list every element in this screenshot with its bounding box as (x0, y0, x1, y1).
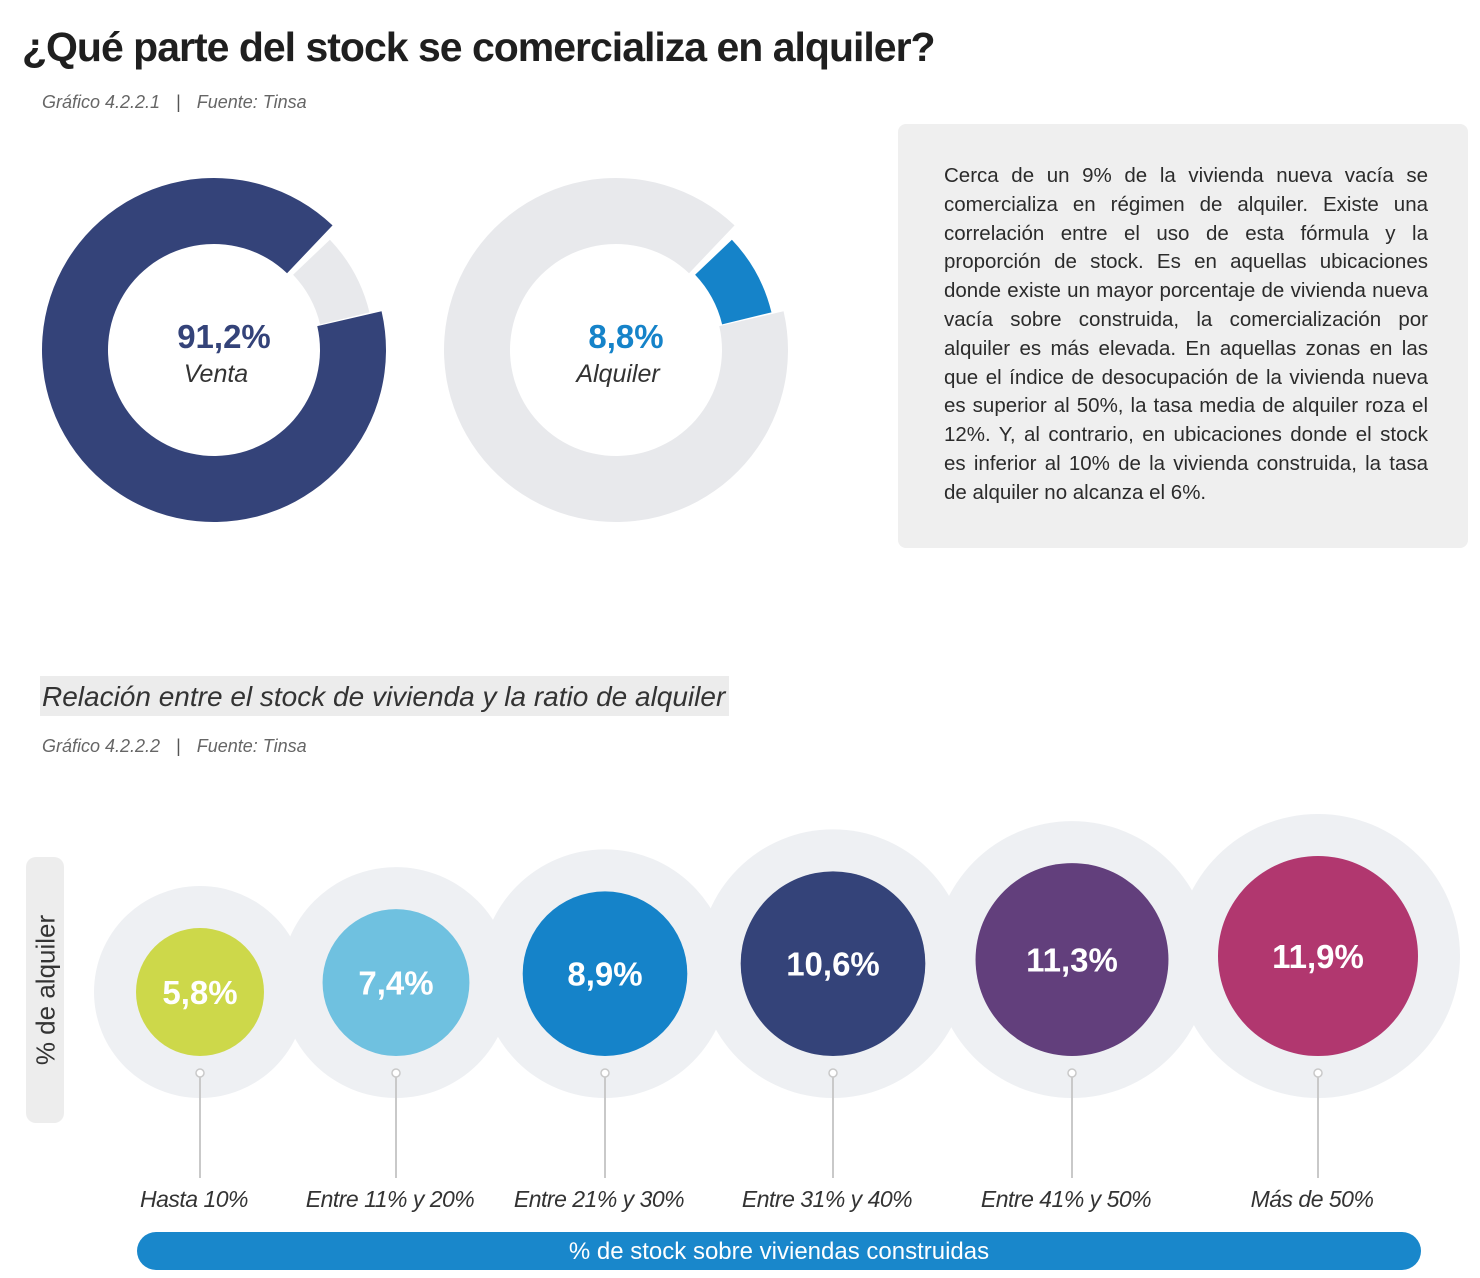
bubble-circle (522, 891, 688, 1056)
bubble-circle (322, 909, 470, 1056)
bubble-5: 11,3% (975, 863, 1169, 1178)
bubble-circle (740, 871, 926, 1056)
chart1-grafico: Gráfico 4.2.2.1 (42, 92, 161, 112)
donut-charts: 91,2% Venta 8,8% Alquiler (41, 177, 788, 522)
category-label: Entre 41% y 50% (980, 1186, 1152, 1212)
bubble-3: 8,9% (522, 891, 688, 1178)
donut-venta: 91,2% Venta (41, 177, 386, 522)
donut-center-value: 8,8% (588, 318, 663, 355)
bubble-6: 11,9% (1218, 856, 1418, 1178)
description-text: Cerca de un 9% de la vivienda nueva vací… (944, 164, 1428, 504)
bubble-chart: 5,8% 7,4% 8,9% 10,6% 11,3% 11,9% (94, 814, 1460, 1178)
meta-separator: | (176, 736, 181, 756)
description-box: Cerca de un 9% de la vivienda nueva vací… (898, 124, 1468, 548)
chart1-fuente: Fuente: Tinsa (196, 92, 307, 112)
bubble-4: 10,6% (740, 871, 926, 1178)
donut-segment-venta (443, 177, 788, 522)
donut-alquiler: 8,8% Alquiler (443, 177, 788, 522)
meta-separator: | (176, 92, 181, 112)
bubble-circle (975, 863, 1169, 1056)
chart1-meta: Gráfico 4.2.2.1 | Fuente: Tinsa (42, 92, 307, 113)
bubble-value: 5,8% (162, 974, 237, 1011)
chart2-subtitle: Relación entre el stock de vivienda y la… (40, 676, 730, 716)
bubble-value: 11,9% (1272, 938, 1364, 975)
bubble-1: 5,8% (136, 928, 264, 1178)
bubble-stem-dot (828, 1068, 838, 1078)
category-label: Entre 21% y 30% (513, 1186, 685, 1212)
bubble-stem-dot (1313, 1068, 1323, 1078)
chart2-fuente: Fuente: Tinsa (196, 736, 307, 756)
bubble-circle (1218, 856, 1418, 1056)
bubble-stem-dot (195, 1068, 205, 1078)
donut-center-value: 91,2% (177, 318, 271, 355)
category-label: Entre 11% y 20% (305, 1186, 475, 1212)
category-label: Más de 50% (1250, 1186, 1374, 1212)
x-axis-label: % de stock sobre viviendas construidas (137, 1232, 1421, 1270)
bubble-circle (136, 928, 264, 1056)
donut-segment-alquiler (293, 239, 370, 325)
bubble-value: 7,4% (358, 965, 433, 1002)
bubble-value: 8,9% (567, 956, 642, 993)
category-label: Entre 31% y 40% (741, 1186, 913, 1212)
y-axis-pill (26, 857, 64, 1123)
bubbles: 5,8% 7,4% 8,9% 10,6% 11,3% 11,9% (136, 856, 1418, 1178)
chart2-meta: Gráfico 4.2.2.2 | Fuente: Tinsa (42, 736, 307, 757)
donut-segment-venta (41, 177, 386, 522)
page-title: ¿Qué parte del stock se comercializa en … (22, 24, 936, 70)
bubble-stem-dot (391, 1068, 401, 1078)
category-label: Hasta 10% (139, 1186, 249, 1212)
chart2-grafico: Gráfico 4.2.2.2 (42, 736, 161, 756)
donut-center-label: Venta (184, 360, 249, 388)
donut-segment-alquiler (695, 239, 772, 325)
bubble-2: 7,4% (322, 909, 470, 1178)
bubble-value: 10,6% (786, 946, 880, 983)
bubble-stem-dot (1067, 1068, 1077, 1078)
bubble-value: 11,3% (1026, 942, 1118, 979)
bubble-stem-dot (600, 1068, 610, 1078)
donut-center-label: Alquiler (574, 360, 661, 388)
